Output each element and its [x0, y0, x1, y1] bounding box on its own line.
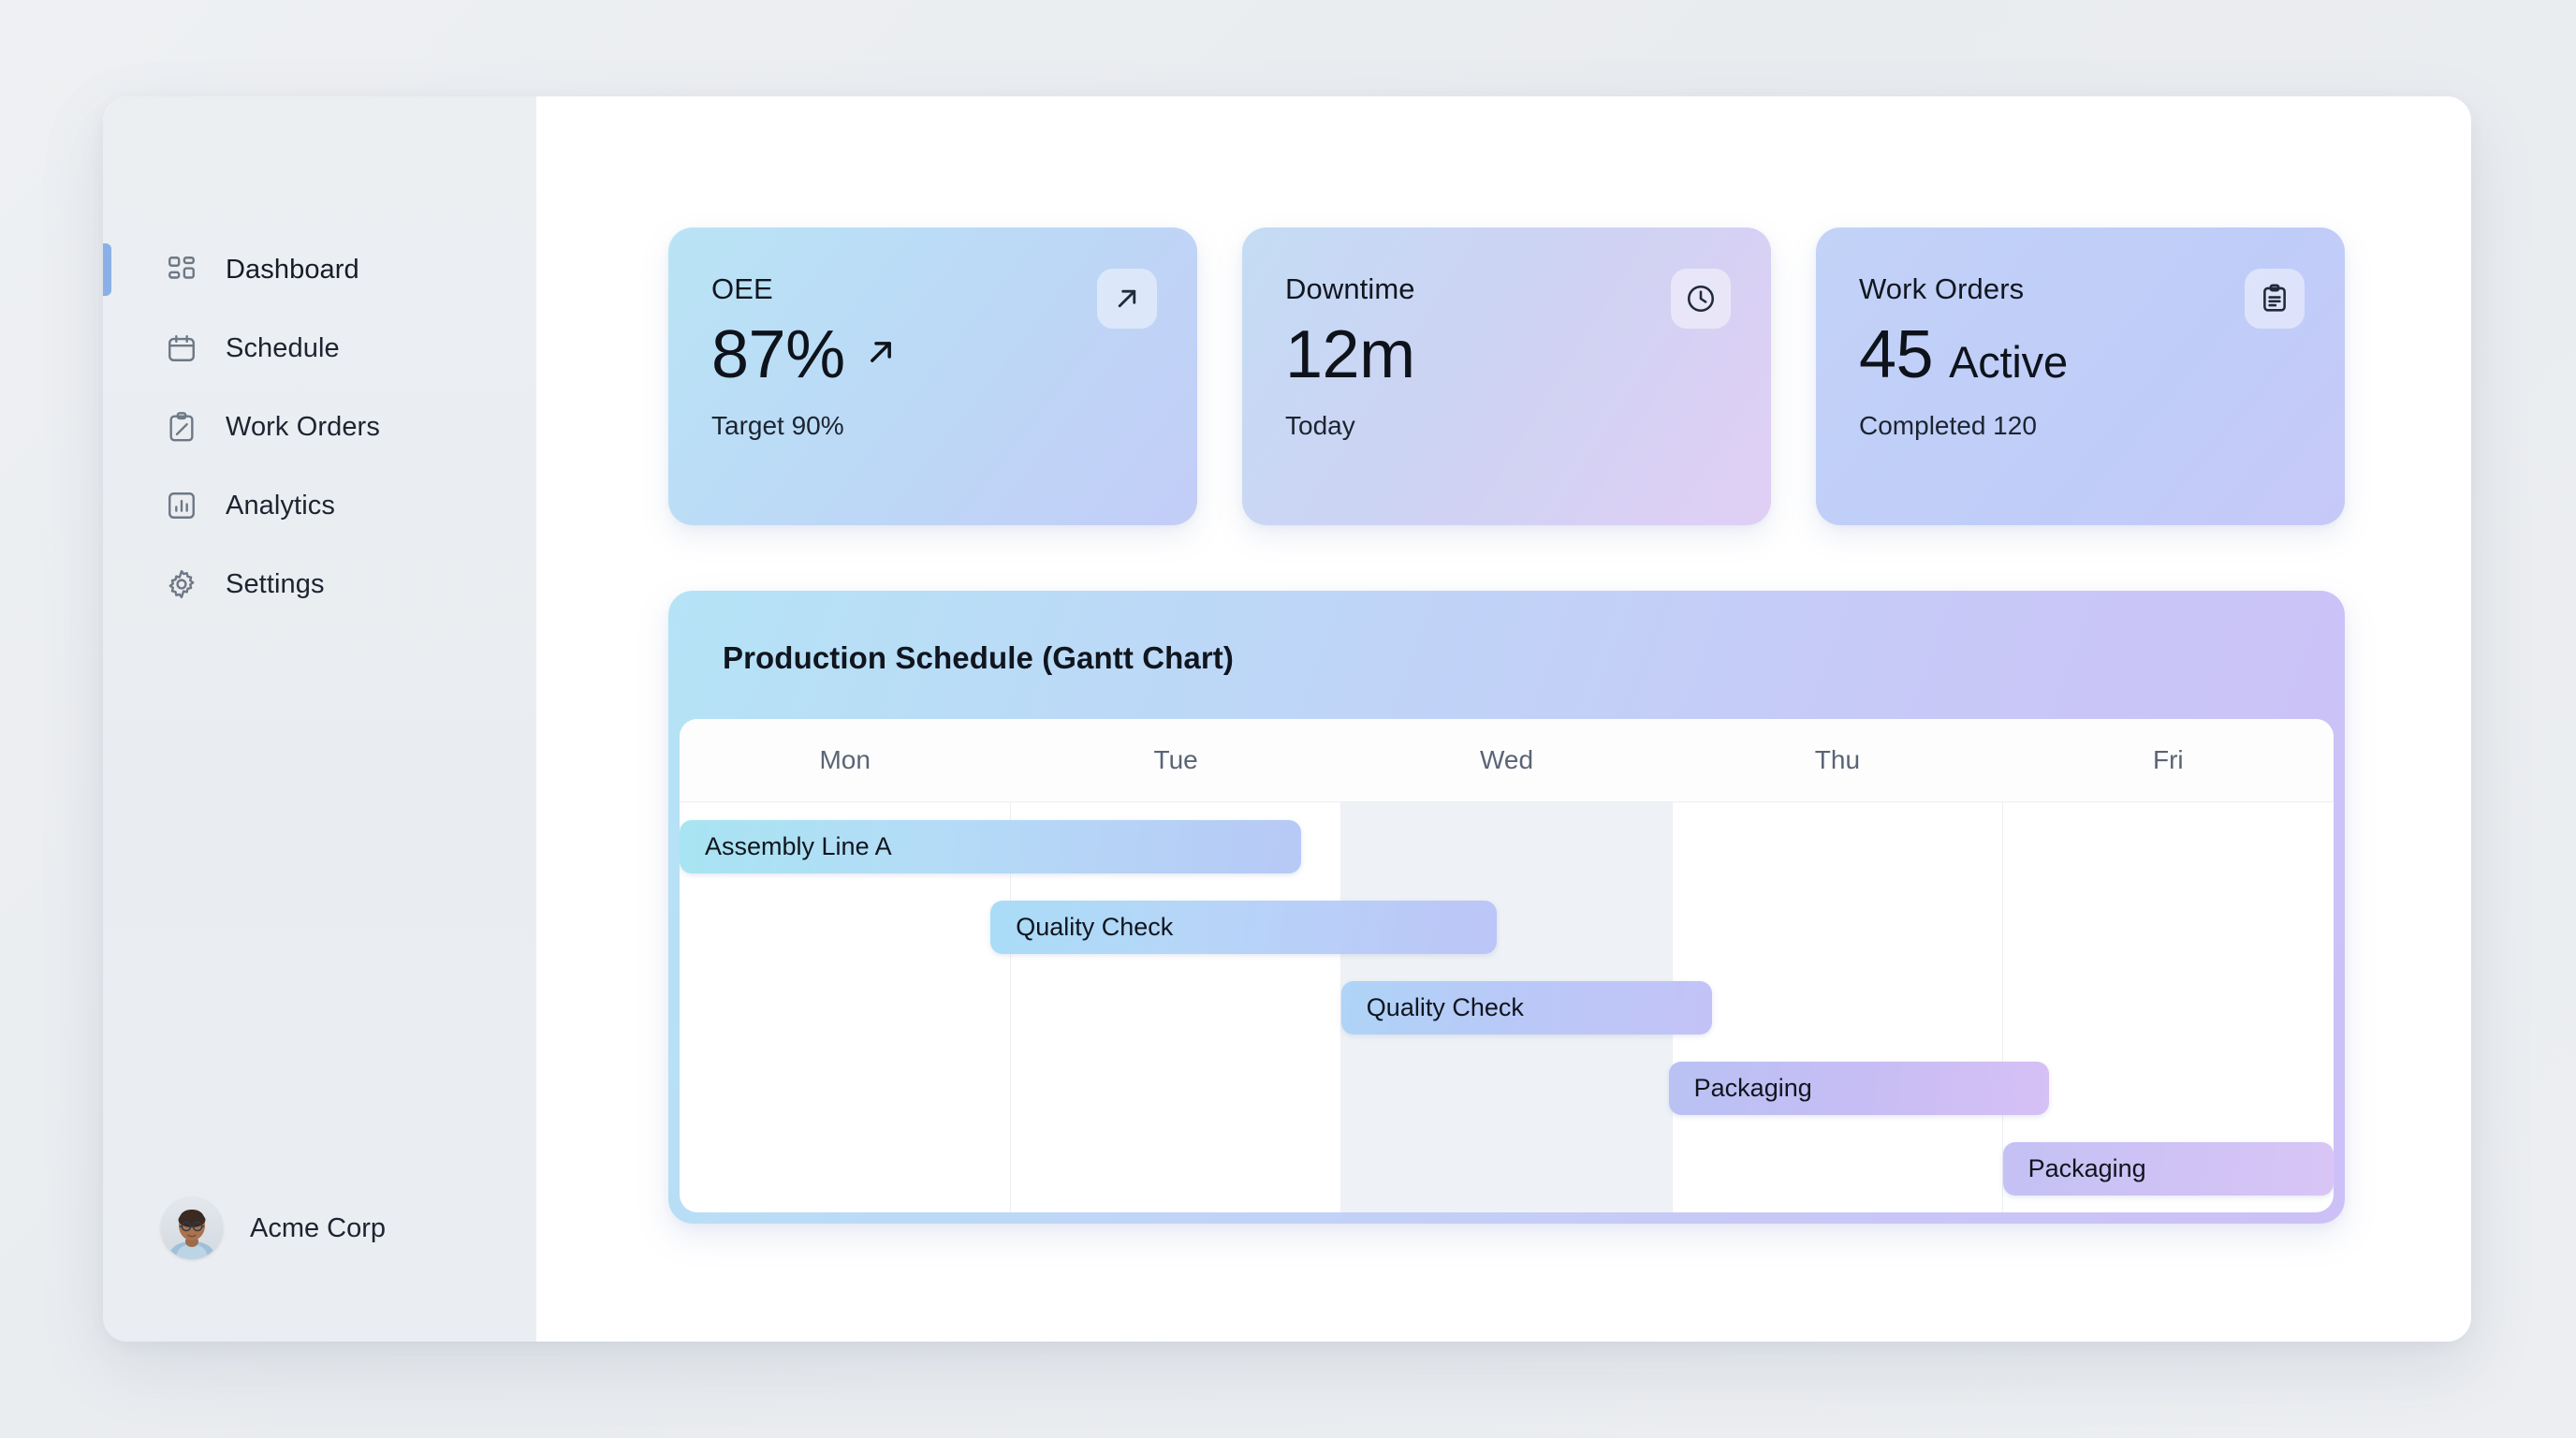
gantt-day-mon: Mon: [819, 745, 871, 774]
kpi-value: 87%: [711, 317, 845, 392]
arrow-up-right-icon: [862, 333, 900, 371]
kpi-sub: Today: [1285, 410, 1355, 440]
gantt-day-thu: Thu: [1814, 745, 1861, 774]
clipboard-icon[interactable]: [2245, 269, 2305, 329]
sidebar-item-label: Work Orders: [226, 411, 380, 442]
gantt-column-tue: [1011, 802, 1342, 1212]
kpi-label: OEE: [711, 272, 773, 305]
gear-icon: [164, 566, 199, 602]
gantt-day-wed: Wed: [1479, 745, 1534, 774]
gantt-day-fri: Fri: [2153, 745, 2184, 774]
gantt-board: Mon Tue Wed Thu Fri Assembly Line A Quali…: [680, 719, 2334, 1212]
sidebar: Dashboard Schedule: [103, 96, 536, 1342]
gantt-bar-label: Quality Check: [1366, 993, 1524, 1021]
grid-icon: [164, 252, 199, 287]
gantt-bar-label: Packaging: [1693, 1074, 1812, 1102]
sidebar-item-dashboard[interactable]: Dashboard: [103, 242, 536, 298]
gantt-bar[interactable]: Quality Check: [990, 901, 1497, 954]
kpi-card-row: OEE 87% Target 90% Downti: [536, 227, 2471, 525]
gantt-title: Production Schedule (Gantt Chart): [723, 640, 1234, 675]
gantt-bar[interactable]: Quality Check: [1340, 981, 1712, 1034]
gantt-bar[interactable]: Packaging: [1668, 1062, 2050, 1115]
kpi-card-work-orders[interactable]: Work Orders 45 Active Completed 120: [1816, 227, 2345, 525]
bar-chart-icon: [164, 488, 199, 523]
app-window: Dashboard Schedule: [103, 96, 2471, 1342]
kpi-sub: Completed 120: [1859, 410, 2037, 440]
clipboard-pen-icon: [164, 409, 199, 445]
gantt-column-thu: [1673, 802, 2004, 1212]
sidebar-item-label: Schedule: [226, 332, 340, 363]
avatar: [161, 1197, 223, 1259]
sidebar-item-schedule[interactable]: Schedule: [103, 320, 536, 376]
kpi-card-downtime[interactable]: Downtime 12m Today: [1242, 227, 1771, 525]
kpi-value: 12m: [1285, 317, 1415, 392]
gantt-bar-label: Assembly Line A: [705, 832, 892, 860]
kpi-value: 45: [1859, 317, 1934, 392]
arrow-up-right-icon[interactable]: [1097, 269, 1157, 329]
sidebar-item-label: Analytics: [226, 490, 335, 521]
kpi-value-row: 12m: [1285, 317, 1728, 392]
sidebar-item-analytics[interactable]: Analytics: [103, 477, 536, 534]
gantt-bar-label: Quality Check: [1016, 913, 1174, 941]
gantt-day-tue: Tue: [1153, 745, 1198, 774]
kpi-unit: Active: [1949, 337, 2068, 387]
calendar-icon: [164, 330, 199, 366]
main-content: OEE 87% Target 90% Downti: [536, 96, 2471, 1342]
account-section[interactable]: Acme Corp: [103, 1197, 536, 1259]
gantt-bar-label: Packaging: [2027, 1154, 2146, 1182]
gantt-column-mon: [680, 802, 1011, 1212]
sidebar-item-label: Dashboard: [226, 254, 359, 285]
sidebar-item-label: Settings: [226, 568, 325, 599]
gantt-panel: Production Schedule (Gantt Chart) Mon Tu…: [668, 591, 2345, 1224]
gantt-bar[interactable]: Packaging: [2002, 1142, 2334, 1196]
kpi-card-oee[interactable]: OEE 87% Target 90%: [668, 227, 1197, 525]
active-indicator: [103, 243, 111, 296]
kpi-value-row: 45 Active: [1859, 317, 2302, 392]
sidebar-item-work-orders[interactable]: Work Orders: [103, 399, 536, 455]
kpi-label: Work Orders: [1859, 272, 2025, 305]
gantt-bars-layer: Assembly Line A Quality Check Quality Chec…: [680, 802, 2334, 1212]
kpi-label: Downtime: [1285, 272, 1415, 305]
gantt-day-header: Mon Tue Wed Thu Fri: [680, 719, 2334, 801]
kpi-value-row: 87%: [711, 317, 1154, 392]
account-name: Acme Corp: [250, 1212, 387, 1243]
kpi-sub: Target 90%: [711, 410, 844, 440]
clock-icon[interactable]: [1671, 269, 1731, 329]
gantt-body: Assembly Line A Quality Check Quality Chec…: [680, 801, 2334, 1212]
sidebar-item-settings[interactable]: Settings: [103, 556, 536, 612]
gantt-bar[interactable]: Assembly Line A: [680, 820, 1302, 873]
sidebar-nav: Dashboard Schedule: [103, 242, 536, 612]
